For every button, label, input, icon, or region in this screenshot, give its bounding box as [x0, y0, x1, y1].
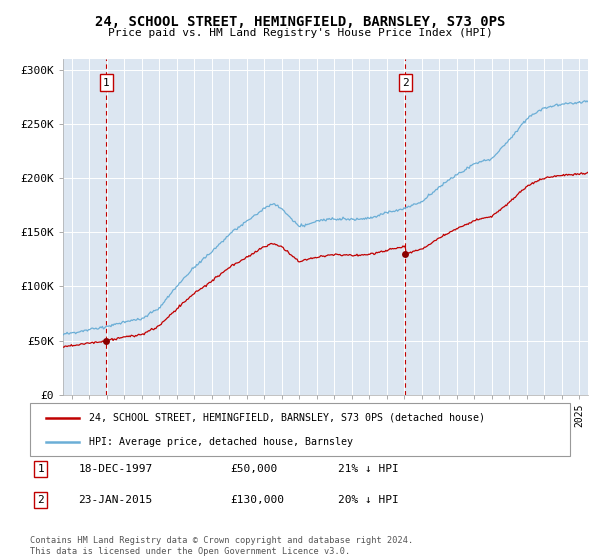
Text: 1: 1 — [103, 78, 110, 88]
FancyBboxPatch shape — [30, 403, 570, 456]
Text: 20% ↓ HPI: 20% ↓ HPI — [338, 495, 398, 505]
Text: 18-DEC-1997: 18-DEC-1997 — [79, 464, 153, 474]
Text: £130,000: £130,000 — [230, 495, 284, 505]
Text: 24, SCHOOL STREET, HEMINGFIELD, BARNSLEY, S73 0PS: 24, SCHOOL STREET, HEMINGFIELD, BARNSLEY… — [95, 15, 505, 29]
Text: 2: 2 — [402, 78, 409, 88]
Text: 2: 2 — [37, 495, 44, 505]
Text: 24, SCHOOL STREET, HEMINGFIELD, BARNSLEY, S73 0PS (detached house): 24, SCHOOL STREET, HEMINGFIELD, BARNSLEY… — [89, 413, 485, 423]
Text: HPI: Average price, detached house, Barnsley: HPI: Average price, detached house, Barn… — [89, 437, 353, 447]
Text: Contains HM Land Registry data © Crown copyright and database right 2024.
This d: Contains HM Land Registry data © Crown c… — [30, 536, 413, 556]
Text: £50,000: £50,000 — [230, 464, 277, 474]
Text: 1: 1 — [37, 464, 44, 474]
Text: Price paid vs. HM Land Registry's House Price Index (HPI): Price paid vs. HM Land Registry's House … — [107, 28, 493, 38]
Text: 23-JAN-2015: 23-JAN-2015 — [79, 495, 153, 505]
Text: 21% ↓ HPI: 21% ↓ HPI — [338, 464, 398, 474]
